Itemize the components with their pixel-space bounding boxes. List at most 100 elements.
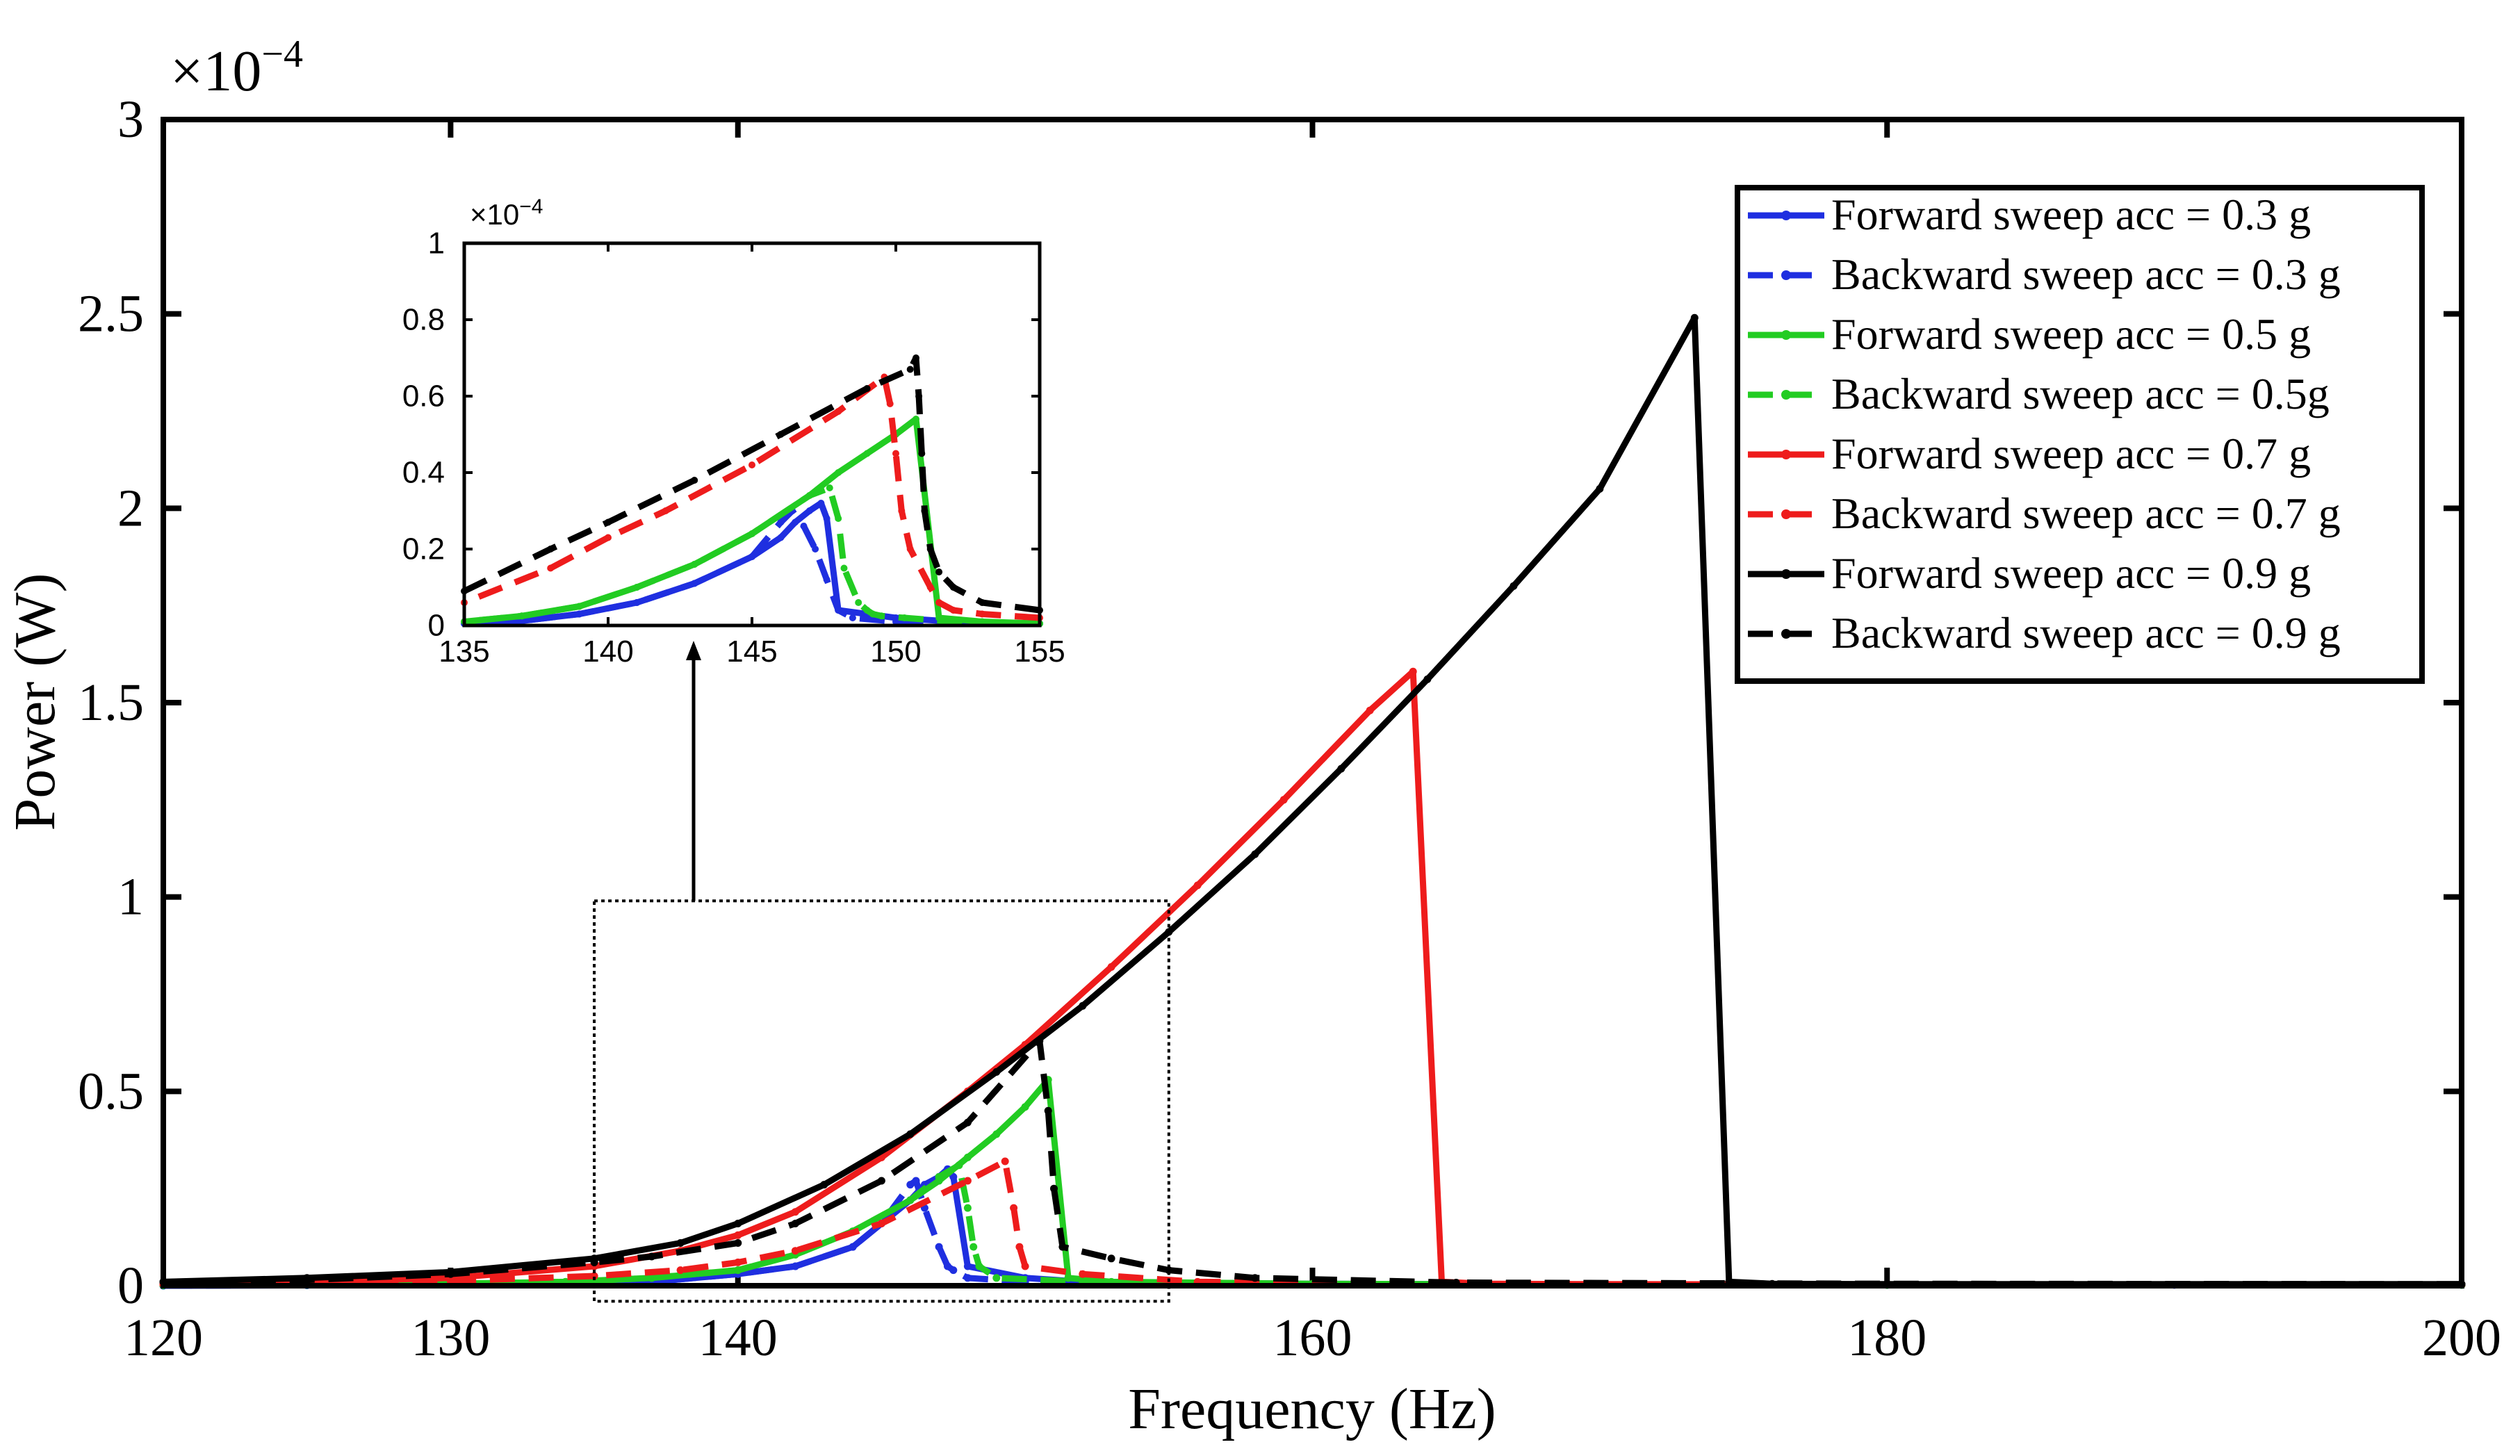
main-point-7-6 (1058, 1243, 1067, 1251)
main-x-tick-label: 180 (1847, 1309, 1926, 1367)
inset-point-0-9 (817, 500, 825, 507)
main-point-4-11 (1193, 881, 1202, 890)
legend-swatch-marker (1781, 330, 1791, 340)
legend-swatch-marker (1781, 569, 1791, 579)
main-point-6-16 (1690, 313, 1699, 322)
legend-swatch-marker (1781, 509, 1791, 519)
legend-label: Backward sweep acc = 0.5g (1831, 369, 2330, 418)
main-point-3-14 (648, 1274, 656, 1282)
inset-point-4-8 (886, 400, 894, 407)
inset-point-3-11 (748, 530, 755, 537)
main-point-6-15 (1596, 484, 1604, 493)
legend-swatch-marker (1781, 450, 1791, 459)
main-point-5-5 (1021, 1262, 1029, 1270)
legend-item: Backward sweep acc = 0.9 g (1748, 608, 2341, 657)
main-point-7-15 (590, 1258, 598, 1266)
main-point-2-10 (963, 1153, 972, 1161)
main-point-6-5 (734, 1220, 742, 1227)
inset-x-tick-labels: 135 140 145 150 155 (439, 635, 1065, 669)
inset-x-tick-label: 145 (726, 635, 777, 669)
inset-point-4-11 (748, 461, 755, 468)
inset-point-3-4 (869, 610, 876, 618)
inset-series-line-5 (463, 354, 1040, 614)
main-point-3-10 (906, 1196, 915, 1204)
inset-point-1-8 (777, 518, 785, 526)
x-axis-label: Frequency (Hz) (1128, 1377, 1496, 1441)
main-point-7-8 (1044, 1106, 1052, 1115)
inset-point-0-10 (823, 515, 831, 522)
main-point-5-8 (1001, 1157, 1009, 1165)
inset-axes-frame (462, 241, 1042, 628)
main-point-6-7 (906, 1130, 915, 1138)
main-point-6-12 (1337, 764, 1345, 773)
main-series-line-3 (163, 1162, 2462, 1289)
main-point-6-11 (1251, 850, 1259, 858)
inset-y-tick-label: 0 (428, 609, 445, 643)
legend-item: Backward sweep acc = 0.3 g (1748, 250, 2341, 299)
main-point-1-13 (791, 1262, 799, 1270)
main-point-6-6 (820, 1181, 828, 1189)
main-point-0-13 (949, 1172, 958, 1181)
inset-point-5-4 (926, 546, 934, 553)
main-y-tick-label: 0.5 (78, 1062, 144, 1120)
inset-point-5-3 (935, 569, 943, 575)
main-series-line-4 (163, 668, 2462, 1288)
main-point-3-5 (975, 1262, 983, 1270)
main-y-tick-label: 3 (117, 90, 144, 149)
main-x-tick-label: 130 (411, 1309, 490, 1367)
legend-label: Forward sweep acc = 0.9 g (1831, 548, 2311, 598)
inset-x-tick-label: 135 (439, 635, 489, 669)
inset-point-3-6 (855, 599, 862, 606)
inset-y-tick-label: 1 (428, 227, 445, 261)
main-point-1-5 (949, 1266, 958, 1275)
inset-point-5-2 (949, 584, 957, 591)
main-point-5-13 (676, 1266, 685, 1275)
legend-item: Forward sweep acc = 0.5 g (1748, 309, 2311, 359)
main-y-tick-label: 1 (117, 868, 144, 926)
inset-point-2-7 (835, 469, 842, 476)
inset-point-5-7 (915, 393, 923, 400)
inset-point-3-13 (633, 584, 641, 591)
inset-point-5-8 (913, 354, 919, 361)
main-y-tick-label: 0 (117, 1257, 144, 1315)
legend-item: Forward sweep acc = 0.9 g (1748, 548, 2311, 598)
inset-series-5 (461, 354, 1043, 614)
inset-x-tick-label: 140 (582, 635, 633, 669)
main-y-tick-label: 1.5 (78, 673, 144, 732)
legend-label: Forward sweep acc = 0.3 g (1831, 190, 2311, 239)
main-point-7-11 (877, 1177, 885, 1185)
main-point-5-12 (734, 1258, 742, 1266)
main-point-4-6 (791, 1208, 799, 1216)
main-series-line-7 (163, 1038, 2462, 1288)
main-point-6-8 (992, 1068, 1001, 1076)
inset-y-tick-label: 0.4 (402, 456, 445, 490)
main-point-3-13 (734, 1266, 742, 1275)
main-point-5-9 (963, 1177, 972, 1185)
inset-point-5-11 (777, 431, 785, 438)
inset-y-tick-label: 0.2 (402, 532, 445, 566)
legend-item: Backward sweep acc = 0.7 g (1748, 489, 2341, 538)
inset-y-tick-labels: 0 0.2 0.4 0.6 0.8 1 (402, 227, 445, 643)
inset-point-4-10 (835, 408, 842, 415)
legend-item: Forward sweep acc = 0.7 g (1748, 429, 2311, 478)
main-point-7-13 (734, 1239, 742, 1247)
inset-point-3-5 (863, 607, 871, 614)
inset-point-0-6 (777, 534, 785, 541)
main-point-7-16 (446, 1270, 455, 1278)
inset-point-1-2 (849, 614, 856, 621)
main-point-3-4 (992, 1274, 1001, 1282)
main-point-6-9 (1079, 1001, 1087, 1010)
legend-box (1735, 185, 2425, 684)
main-point-7-3 (1251, 1274, 1259, 1282)
inset-point-0-7 (792, 518, 799, 526)
inset-x-tick-label: 155 (1014, 635, 1065, 669)
main-point-1-12 (849, 1243, 857, 1251)
inset-point-5-12 (691, 477, 698, 484)
legend-swatch-marker (1781, 270, 1791, 280)
inset-point-5-10 (863, 385, 871, 392)
inset-point-3-14 (575, 603, 583, 610)
main-point-1-7 (935, 1243, 943, 1251)
inset-point-5-13 (605, 518, 612, 526)
main-point-4-10 (1107, 963, 1115, 971)
legend-swatch-marker (1781, 390, 1791, 400)
